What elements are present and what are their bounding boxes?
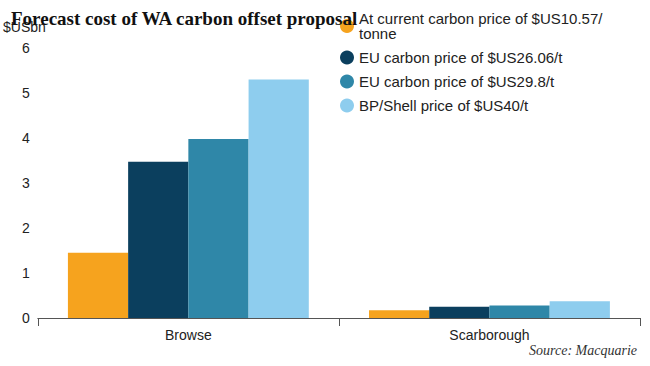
svg-text:2: 2: [22, 220, 30, 236]
svg-text:EU carbon price of $US29.8/t: EU carbon price of $US29.8/t: [359, 73, 555, 90]
svg-text:Browse: Browse: [165, 327, 212, 343]
svg-text:BP/Shell price of $US40/t: BP/Shell price of $US40/t: [359, 97, 529, 114]
svg-text:Source: Macquarie: Source: Macquarie: [529, 343, 637, 358]
svg-text:EU carbon price of $US26.06/t: EU carbon price of $US26.06/t: [359, 49, 563, 66]
svg-text:At current carbon price of $US: At current carbon price of $US10.57/: [359, 10, 603, 27]
svg-text:4: 4: [22, 130, 30, 146]
svg-text:5: 5: [22, 85, 30, 101]
svg-text:Forecast cost of WA carbon off: Forecast cost of WA carbon offset propos…: [11, 8, 357, 29]
svg-text:1: 1: [22, 265, 30, 281]
svg-text:6: 6: [22, 40, 30, 56]
svg-text:3: 3: [22, 175, 30, 191]
svg-text:Scarborough: Scarborough: [449, 327, 529, 343]
svg-text:tonne: tonne: [359, 25, 397, 42]
svg-text:0: 0: [22, 310, 30, 326]
